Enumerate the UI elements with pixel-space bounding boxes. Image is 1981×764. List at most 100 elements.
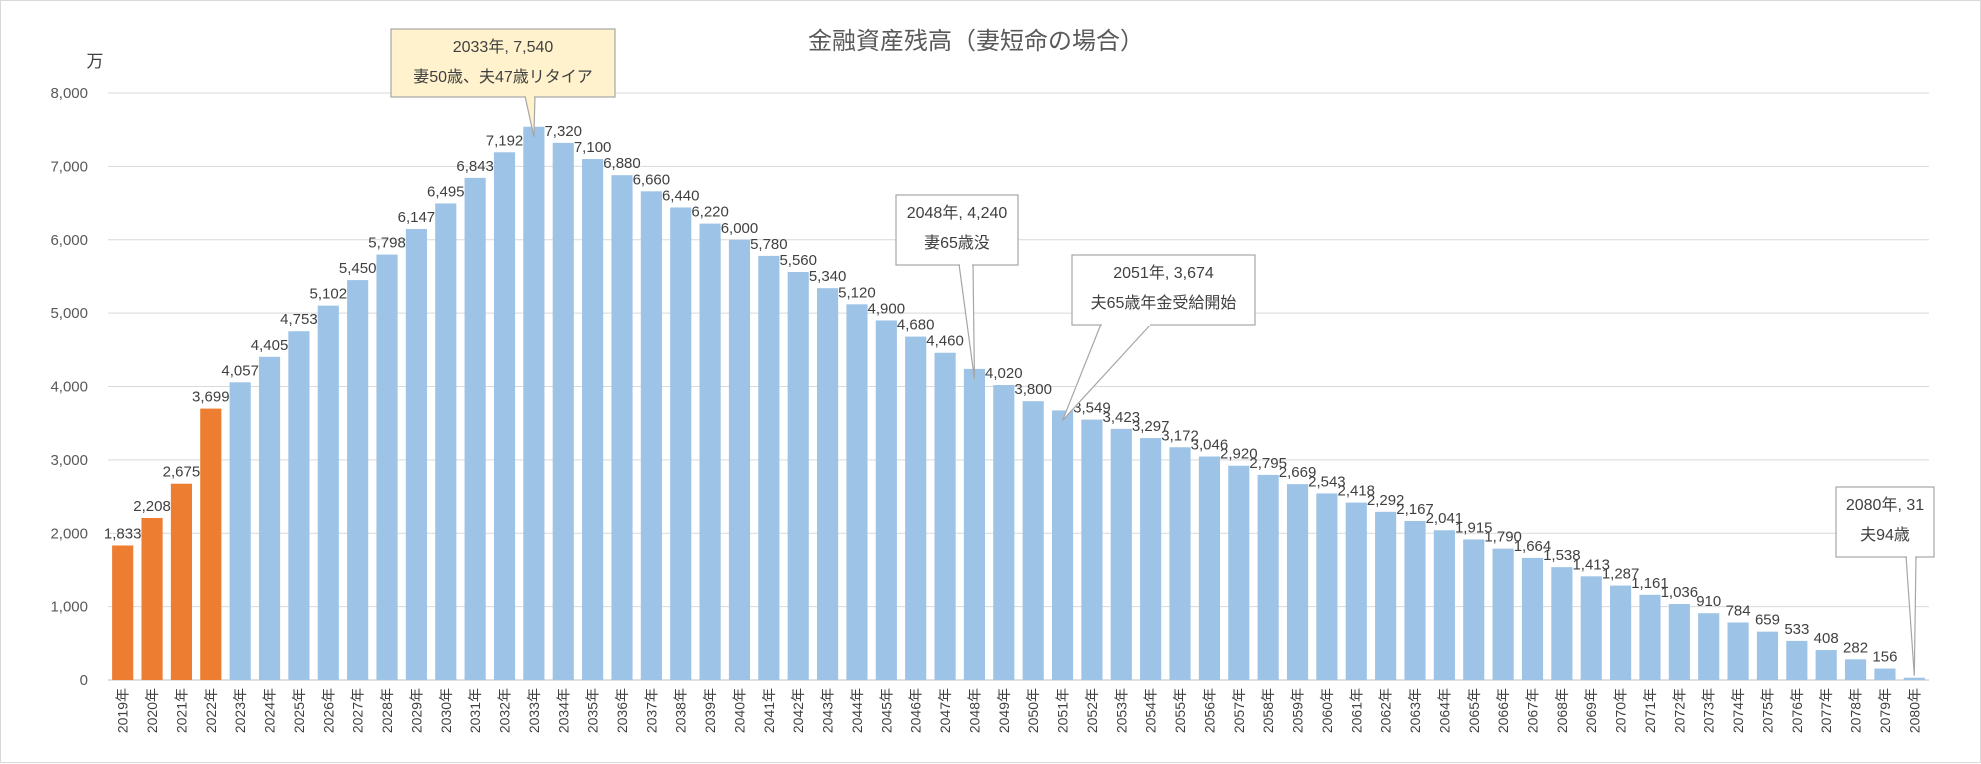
y-tick-label: 5,000 xyxy=(50,305,88,322)
bar-2030年 xyxy=(435,203,457,680)
data-label: 4,057 xyxy=(221,362,259,379)
data-label: 2,418 xyxy=(1337,483,1375,500)
bar-2039年 xyxy=(699,223,721,681)
data-label: 1,036 xyxy=(1661,584,1699,601)
bar-2055年 xyxy=(1169,447,1191,680)
x-tick-label: 2071年 xyxy=(1642,688,1658,733)
bar-2072年 xyxy=(1668,603,1690,680)
x-tick-label: 2026年 xyxy=(320,688,336,733)
bar-2036年 xyxy=(611,175,633,680)
x-tick-label: 2066年 xyxy=(1495,688,1511,733)
bar-2029年 xyxy=(405,228,427,681)
x-tick-label: 2042年 xyxy=(790,688,806,733)
data-label: 4,020 xyxy=(985,365,1023,382)
x-tick-label: 2035年 xyxy=(585,688,601,733)
x-tick-label: 2076年 xyxy=(1789,688,1805,733)
bar-2038年 xyxy=(670,207,692,680)
data-label: 6,880 xyxy=(603,155,641,172)
bar-2046年 xyxy=(905,336,927,680)
data-label: 2,208 xyxy=(133,498,171,515)
bar-2026年 xyxy=(317,305,339,680)
x-tick-label: 2057年 xyxy=(1231,688,1247,733)
data-label: 5,780 xyxy=(750,236,788,253)
x-tick-label: 2043年 xyxy=(820,688,836,733)
data-label: 6,660 xyxy=(633,171,671,188)
data-label: 5,560 xyxy=(779,252,817,269)
x-tick-label: 2061年 xyxy=(1348,688,1364,733)
data-label: 1,664 xyxy=(1514,538,1552,555)
x-tick-label: 2067年 xyxy=(1524,688,1540,733)
bar-2035年 xyxy=(582,159,604,681)
bar-2045年 xyxy=(875,320,897,680)
data-label: 1,790 xyxy=(1484,529,1522,546)
callout-text: 2080年, 31 xyxy=(1846,496,1924,514)
callout-2051年: 2051年, 3,674 夫65歳年金受給開始 xyxy=(1061,254,1256,421)
data-label: 1,413 xyxy=(1572,556,1610,573)
bar-2021年 xyxy=(170,483,193,680)
x-tick-label: 2069年 xyxy=(1583,688,1599,733)
x-tick-label: 2051年 xyxy=(1055,688,1071,733)
bar-2043年 xyxy=(817,288,839,680)
x-tick-label: 2048年 xyxy=(966,688,982,733)
bar-2057年 xyxy=(1228,465,1250,680)
data-label: 7,320 xyxy=(544,123,582,140)
data-label: 3,172 xyxy=(1161,427,1199,444)
data-label: 4,900 xyxy=(868,300,906,317)
bar-2067年 xyxy=(1521,557,1544,680)
bar-2022年 xyxy=(200,408,222,680)
data-label: 3,297 xyxy=(1132,418,1170,435)
data-label: 6,220 xyxy=(691,204,729,221)
x-tick-label: 2052年 xyxy=(1084,688,1100,733)
x-tick-label: 2021年 xyxy=(173,688,189,733)
x-tick-label: 2045年 xyxy=(878,688,894,733)
data-label: 2,041 xyxy=(1426,510,1464,527)
data-label: 533 xyxy=(1784,621,1809,638)
bar-2031年 xyxy=(464,177,486,680)
x-tick-label: 2027年 xyxy=(350,688,366,733)
data-label: 5,102 xyxy=(310,286,348,303)
bar-2024年 xyxy=(258,356,281,680)
x-tick-label: 2047年 xyxy=(937,688,953,733)
x-tick-label: 2073年 xyxy=(1701,688,1717,733)
bar-2080年 xyxy=(1903,677,1925,680)
x-tick-label: 2031年 xyxy=(467,688,483,733)
data-label: 2,675 xyxy=(163,464,201,481)
callout-text: 夫65歳年金受給開始 xyxy=(1091,294,1237,312)
bar-2033年 xyxy=(523,126,545,680)
data-label: 4,680 xyxy=(897,317,935,334)
data-label: 282 xyxy=(1843,639,1868,656)
data-label: 659 xyxy=(1755,612,1780,629)
chart-title: 金融資産残高（妻短命の場合） xyxy=(808,28,1144,55)
bar-2027年 xyxy=(347,280,369,680)
y-tick-label: 8,000 xyxy=(50,85,88,102)
bar-2075年 xyxy=(1756,631,1779,680)
data-labels: 1,833 2,208 2,675 3,699 4,057 4,405 4,753 5,102… xyxy=(104,123,1898,666)
data-label: 2,292 xyxy=(1367,492,1405,509)
data-label: 7,100 xyxy=(574,139,612,156)
x-tick-label: 2058年 xyxy=(1260,688,1276,733)
x-tick-label: 2079年 xyxy=(1877,688,1893,733)
bar-2065年 xyxy=(1463,539,1485,680)
bar-2068年 xyxy=(1551,567,1573,680)
data-label: 1,538 xyxy=(1543,547,1581,564)
data-label: 3,549 xyxy=(1073,400,1111,417)
x-tick-label: 2062年 xyxy=(1378,688,1394,733)
y-tick-label: 2,000 xyxy=(50,525,88,542)
x-tick-label: 2032年 xyxy=(497,688,513,733)
x-tick-label: 2077年 xyxy=(1818,688,1834,733)
data-label: 5,340 xyxy=(809,268,847,285)
x-tick-label: 2068年 xyxy=(1554,688,1570,733)
x-tick-label: 2060年 xyxy=(1319,688,1335,733)
data-label: 2,669 xyxy=(1279,464,1317,481)
y-axis-unit-label: 万 xyxy=(87,52,104,71)
x-tick-label: 2024年 xyxy=(262,688,278,733)
data-label: 4,753 xyxy=(280,311,318,328)
bar-2066年 xyxy=(1492,548,1514,680)
callout-text: 2048年, 4,240 xyxy=(907,204,1008,222)
bar-2071年 xyxy=(1639,594,1661,680)
bar-2023年 xyxy=(229,382,251,680)
x-tick-label: 2019年 xyxy=(115,688,131,733)
x-tick-label: 2050年 xyxy=(1025,688,1041,733)
callout-box xyxy=(1835,486,1935,558)
